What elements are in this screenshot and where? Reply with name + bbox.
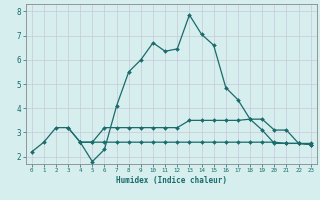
X-axis label: Humidex (Indice chaleur): Humidex (Indice chaleur) [116,176,227,185]
